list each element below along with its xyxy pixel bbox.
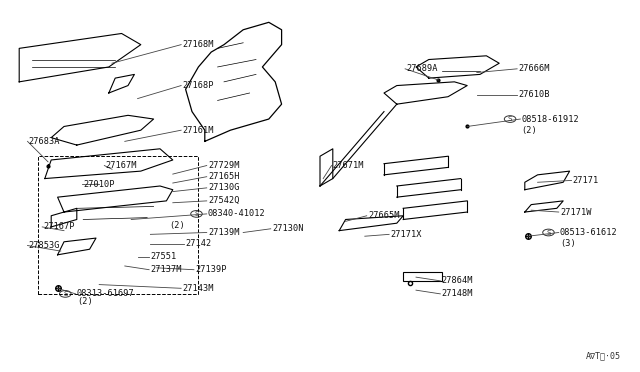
Text: 27142: 27142 <box>186 239 212 248</box>
Text: 27171: 27171 <box>573 176 599 185</box>
Text: S: S <box>63 291 67 297</box>
Text: 27161M: 27161M <box>182 126 214 135</box>
Text: 08513-61612: 08513-61612 <box>560 228 618 237</box>
Text: S: S <box>508 116 512 122</box>
Text: 27683A: 27683A <box>29 137 60 146</box>
Text: 27542Q: 27542Q <box>208 196 239 205</box>
Text: (2): (2) <box>170 221 186 230</box>
Text: 27729M: 27729M <box>208 161 239 170</box>
Text: 27864M: 27864M <box>442 276 473 285</box>
Text: 27171W: 27171W <box>560 208 591 217</box>
Text: 27853G: 27853G <box>29 241 60 250</box>
Text: 27551: 27551 <box>150 252 177 261</box>
Text: (2): (2) <box>77 297 93 306</box>
Text: 27165H: 27165H <box>208 172 239 181</box>
Text: 08313-61697: 08313-61697 <box>77 289 134 298</box>
Text: A∇T）·05: A∇T）·05 <box>586 352 621 361</box>
Text: 27168P: 27168P <box>182 81 214 90</box>
Text: 27130G: 27130G <box>208 183 239 192</box>
Text: 27137M: 27137M <box>150 265 182 274</box>
Text: 27130N: 27130N <box>272 224 303 233</box>
Text: 27666M: 27666M <box>518 64 550 73</box>
Bar <box>403 272 442 281</box>
Text: (3): (3) <box>560 239 576 248</box>
Text: 27167P: 27167P <box>44 222 75 231</box>
Text: 27671M: 27671M <box>333 161 364 170</box>
Text: 27139M: 27139M <box>208 228 239 237</box>
Text: 08340-41012: 08340-41012 <box>208 209 266 218</box>
Text: S: S <box>547 230 550 235</box>
Text: 27610B: 27610B <box>518 90 550 99</box>
Text: (2): (2) <box>522 126 538 135</box>
Text: 27689A: 27689A <box>406 64 438 73</box>
Text: 27168M: 27168M <box>182 40 214 49</box>
Text: 27139P: 27139P <box>195 265 227 274</box>
Text: 08518-61912: 08518-61912 <box>522 115 579 124</box>
Text: 27143M: 27143M <box>182 284 214 293</box>
Text: 27171X: 27171X <box>390 230 422 239</box>
Text: 27148M: 27148M <box>442 289 473 298</box>
Text: S: S <box>195 211 198 217</box>
Text: 27167M: 27167M <box>106 161 137 170</box>
Text: 27010P: 27010P <box>83 180 115 189</box>
Text: 27665M: 27665M <box>368 211 399 220</box>
